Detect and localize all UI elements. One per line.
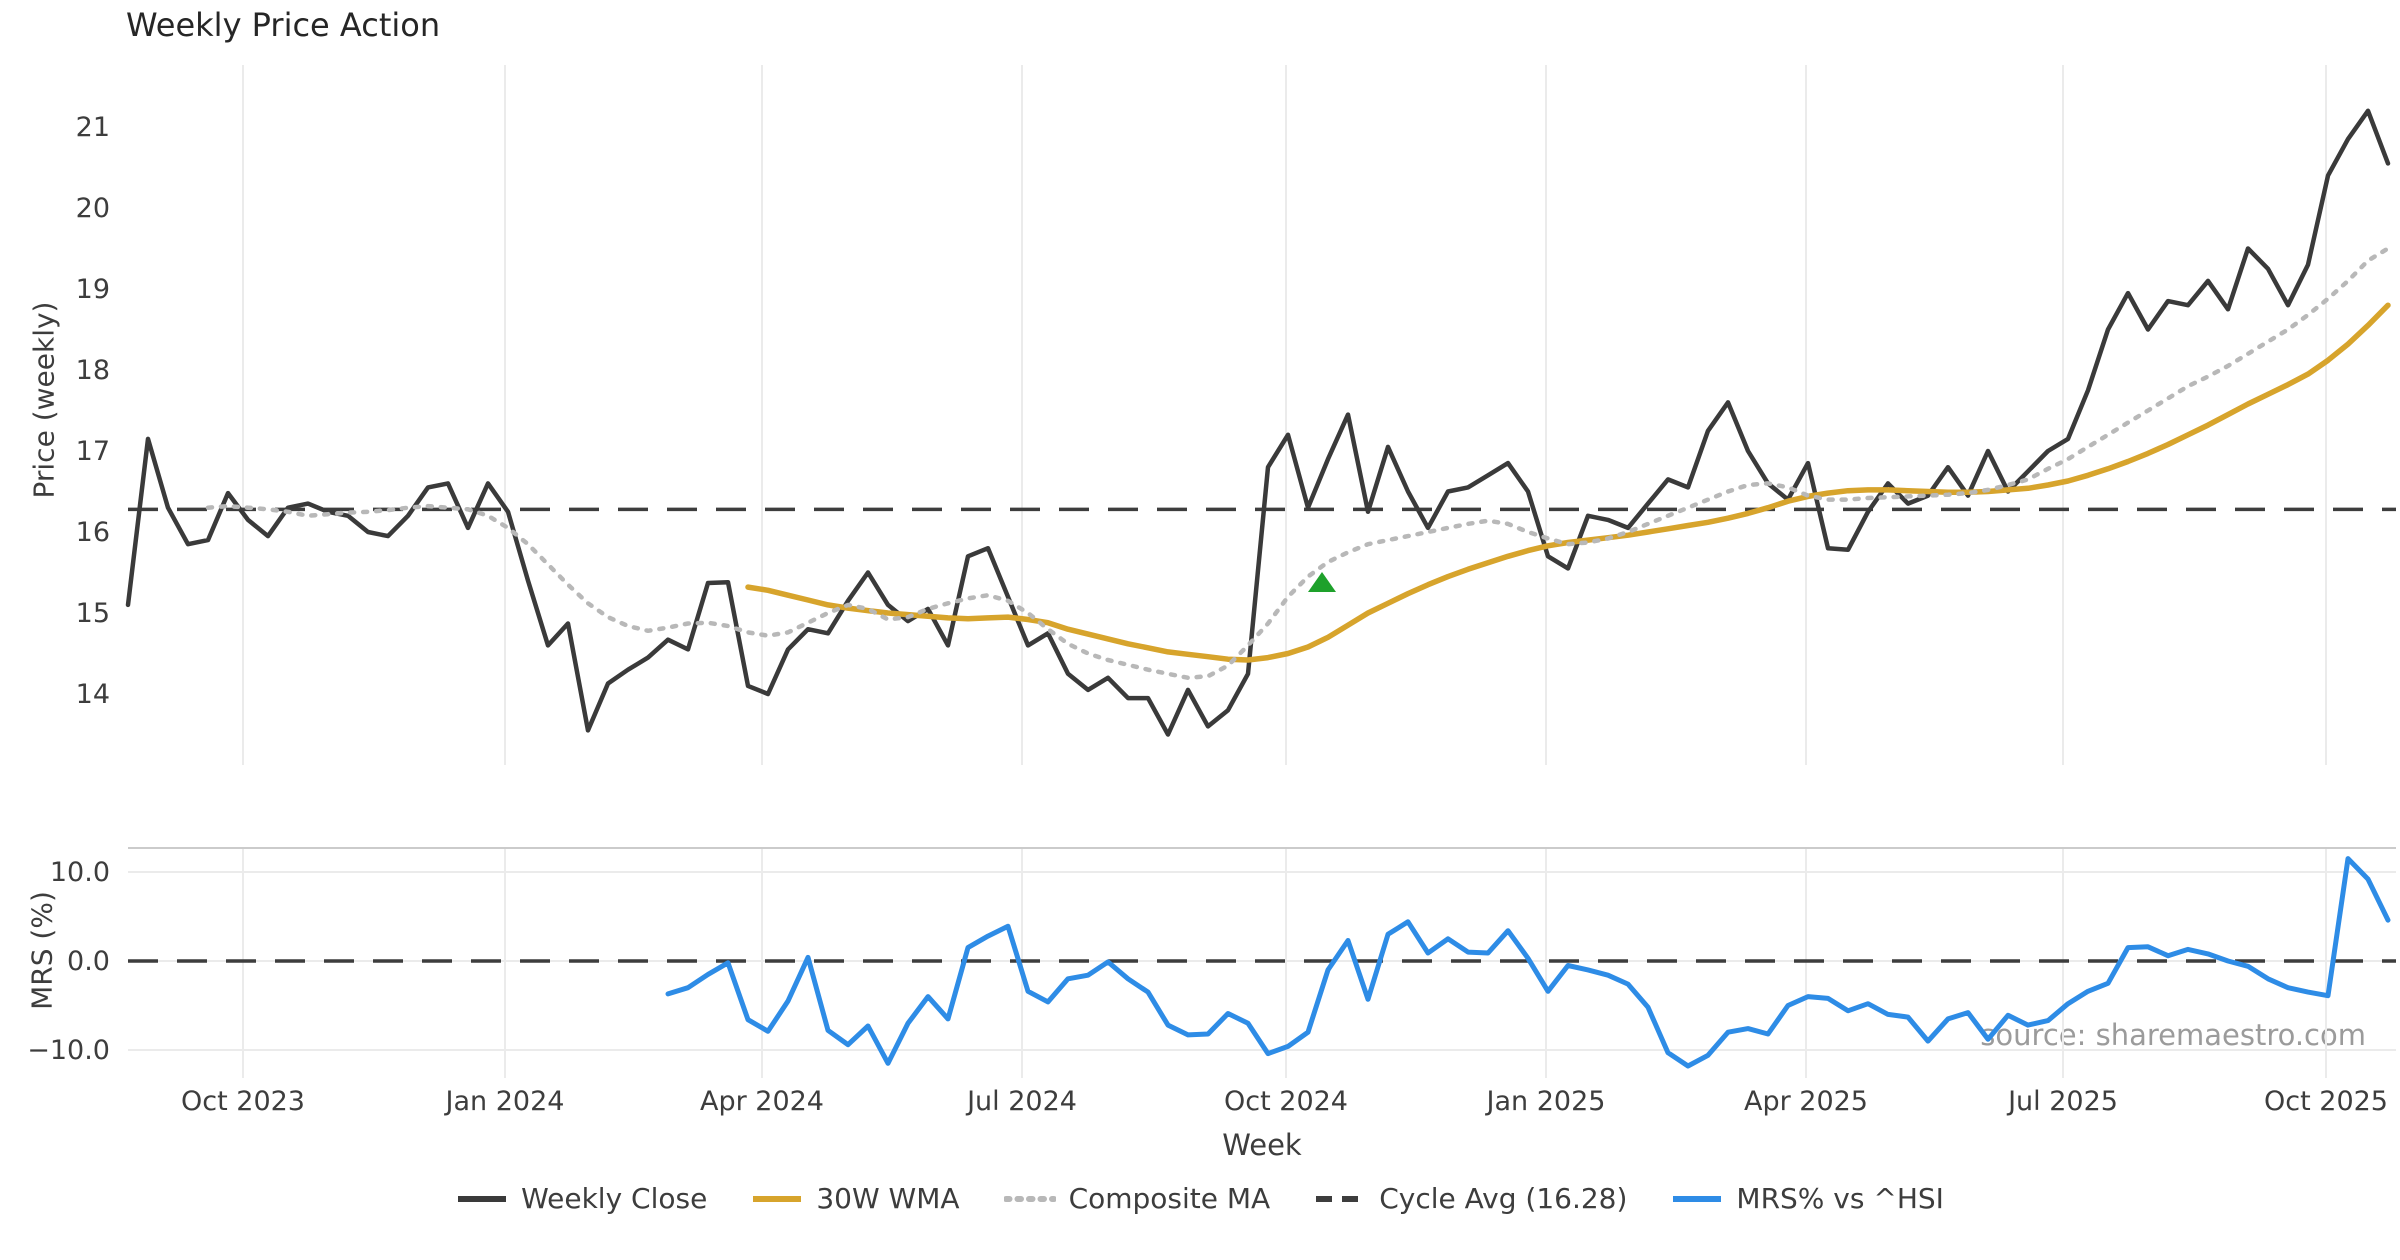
legend-swatch-icon	[458, 1195, 507, 1202]
x-axis-label: Week	[1222, 1128, 1302, 1162]
price-ytick: 19	[76, 274, 110, 305]
chart-legend: Weekly Close 30W WMA Composite MA Cycle …	[0, 1182, 2400, 1215]
legend-swatch-icon	[753, 1195, 802, 1202]
xtick: Oct 2025	[2264, 1086, 2388, 1117]
series-30w-wma	[745, 302, 2391, 663]
legend-label: 30W WMA	[816, 1182, 960, 1215]
legend-label: Weekly Close	[521, 1182, 708, 1215]
legend-item: Cycle Avg (16.28)	[1314, 1182, 1627, 1215]
price-ytick: 18	[76, 355, 110, 386]
price-ytick: 20	[76, 193, 110, 224]
price-ytick: 17	[76, 436, 110, 467]
price-ytick: 21	[76, 112, 110, 143]
legend-label: Composite MA	[1068, 1182, 1271, 1215]
series-weekly-close	[125, 108, 2391, 737]
legend-item: 30W WMA	[751, 1182, 960, 1215]
buy-signal-marker	[1308, 572, 1336, 593]
xtick: Oct 2024	[1224, 1086, 1348, 1117]
series-composite-ma	[205, 246, 2391, 681]
legend-swatch-icon	[1316, 1195, 1365, 1202]
mrs-ytick: 0.0	[67, 946, 110, 977]
xtick: Apr 2024	[700, 1086, 824, 1117]
xtick: Oct 2023	[181, 1086, 305, 1117]
price-ytick: 14	[76, 679, 110, 710]
mrs-ytick: −10.0	[27, 1035, 110, 1066]
legend-label: MRS% vs ^HSI	[1736, 1182, 1944, 1215]
xtick: Jan 2024	[444, 1086, 565, 1117]
legend-item: Weekly Close	[456, 1182, 707, 1215]
page-title: Weekly Price Action	[126, 6, 441, 44]
xtick: Jan 2025	[1485, 1086, 1606, 1117]
legend-label: Cycle Avg (16.28)	[1379, 1182, 1628, 1215]
xtick: Jul 2024	[965, 1086, 1077, 1117]
legend-item: Composite MA	[1003, 1182, 1271, 1215]
xtick: Jul 2025	[2006, 1086, 2118, 1117]
price-ytick: 16	[76, 517, 110, 548]
mrs-ytick: 10.0	[50, 857, 110, 888]
xtick: Apr 2025	[1744, 1086, 1868, 1117]
legend-swatch-icon	[1003, 1195, 1056, 1202]
series-mrs-vs-hsi	[665, 856, 2391, 1069]
legend-item: MRS% vs ^HSI	[1671, 1182, 1944, 1215]
price-ytick: 15	[76, 598, 110, 629]
legend-swatch-icon	[1673, 1195, 1722, 1202]
